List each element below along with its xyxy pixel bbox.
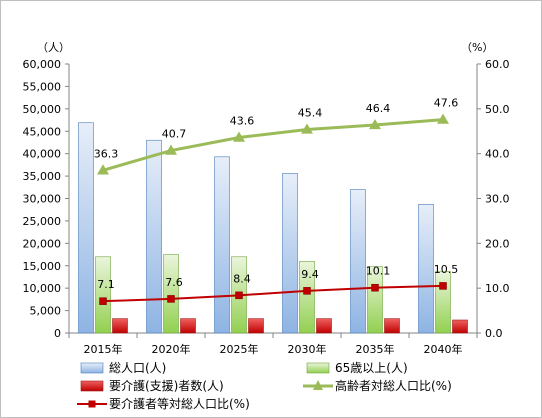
x-tick-label: 2040年 — [424, 342, 463, 356]
data-label-care-ratio: 7.6 — [165, 276, 183, 289]
data-label-elderly-ratio: 36.3 — [94, 147, 119, 160]
bar-care-needed — [112, 318, 128, 334]
bar-age65-plus — [367, 266, 383, 334]
line-care-ratio — [102, 284, 444, 303]
legend-label: 高齢者対総人口比(%) — [335, 378, 452, 393]
x-tick-label: 2020年 — [152, 342, 191, 356]
bar-total-population — [418, 204, 434, 334]
legend-item: 要介護者等対総人口比(%) — [77, 396, 250, 411]
y-right-tick-label: 0.0 — [485, 327, 503, 340]
marker-care-ratio — [371, 283, 379, 292]
marker-elderly-ratio — [369, 118, 381, 130]
y-left-tick-label: 45,000 — [23, 125, 62, 138]
y-left-tick-label: 60,000 — [23, 58, 62, 71]
bar-age65-plus — [95, 256, 111, 334]
legend-label: 要介護(支援)者数(人) — [109, 378, 224, 393]
y-right-tick-label: 50.0 — [485, 103, 510, 116]
x-tick-label: 2025年 — [220, 342, 259, 356]
y-right-tick-label: 20.0 — [485, 237, 510, 250]
legend-item: 要介護(支援)者数(人) — [80, 378, 224, 393]
x-tick-label: 2035年 — [356, 342, 395, 356]
x-tick-label: 2015年 — [84, 342, 123, 356]
bar-age65-plus — [163, 254, 179, 334]
bar-total-population — [350, 189, 366, 334]
bar-total-population — [78, 122, 94, 334]
y-right-tick-label: 60.0 — [485, 58, 510, 71]
marker-elderly-ratio — [165, 144, 177, 155]
data-label-care-ratio: 8.4 — [233, 272, 251, 285]
legend-label: 65歳以上(人) — [335, 361, 408, 375]
y-right-unit: （%） — [461, 41, 493, 54]
bar-care-needed — [248, 318, 264, 334]
marker-elderly-ratio — [301, 123, 313, 134]
bar-care-needed — [316, 318, 332, 334]
line-elderly-ratio — [102, 118, 444, 172]
y-right-tick-label: 10.0 — [485, 282, 510, 295]
legend-item: 総人口(人) — [80, 361, 166, 375]
data-label-elderly-ratio: 45.4 — [298, 106, 323, 119]
y-left-tick-label: 25,000 — [23, 215, 62, 228]
y-left-tick-label: 0 — [54, 327, 61, 340]
legend-item: 高齢者対総人口比(%) — [303, 378, 452, 393]
data-label-elderly-ratio: 43.6 — [230, 115, 255, 128]
legend: 総人口(人) 65歳以上(人) 要介護(支援)者数(人) 高齢者対総人口比(%) 要介護… — [77, 361, 452, 411]
bar-care-needed — [384, 318, 400, 334]
marker-care-ratio — [303, 287, 311, 295]
marker-elderly-ratio — [233, 131, 245, 142]
data-label-elderly-ratio: 40.7 — [162, 128, 187, 141]
legend-swatch — [80, 362, 104, 374]
legend-marker — [88, 400, 96, 408]
y-left-tick-label: 5,000 — [30, 305, 62, 318]
bar-total-population — [146, 139, 162, 334]
marker-care-ratio — [99, 297, 107, 305]
y-left-tick-label: 20,000 — [23, 237, 62, 250]
y-left-unit: （人） — [37, 41, 70, 54]
marker-care-ratio — [439, 282, 447, 290]
y-right-tick-label: 30.0 — [485, 193, 510, 206]
data-label-care-ratio: 9.4 — [301, 268, 319, 281]
y-left-tick-label: 35,000 — [23, 170, 62, 183]
data-label-elderly-ratio: 46.4 — [366, 102, 391, 115]
bar-age65-plus — [435, 271, 451, 334]
marker-elderly-ratio — [97, 164, 109, 175]
data-label-care-ratio: 7.1 — [97, 278, 115, 291]
legend-item: 65歳以上(人) — [306, 361, 408, 375]
data-label-care-ratio: 10.5 — [434, 263, 459, 276]
bar-care-needed — [452, 319, 468, 334]
legend-swatch — [306, 362, 330, 374]
x-tick-label: 2030年 — [288, 342, 327, 356]
bar-age65-plus — [299, 260, 315, 334]
legend-label: 総人口(人) — [109, 361, 166, 375]
y-right-tick-label: 40.0 — [485, 148, 510, 161]
marker-care-ratio — [235, 291, 243, 300]
bar-total-population — [282, 173, 298, 334]
data-label-elderly-ratio: 47.6 — [434, 97, 459, 110]
data-label-care-ratio: 10.1 — [366, 265, 391, 278]
y-left-tick-label: 50,000 — [23, 103, 62, 116]
y-left-tick-label: 10,000 — [23, 282, 62, 295]
legend-label: 要介護者等対総人口比(%) — [109, 396, 250, 411]
legend-marker — [313, 380, 323, 390]
bar-care-needed — [180, 318, 196, 334]
y-left-tick-label: 30,000 — [23, 193, 62, 206]
bar-total-population — [214, 156, 230, 334]
marker-care-ratio — [167, 295, 175, 303]
y-left-tick-label: 55,000 — [23, 80, 62, 93]
marker-elderly-ratio — [437, 113, 449, 124]
y-left-tick-label: 40,000 — [23, 148, 62, 161]
y-left-tick-label: 15,000 — [23, 260, 62, 273]
legend-swatch — [80, 380, 104, 392]
